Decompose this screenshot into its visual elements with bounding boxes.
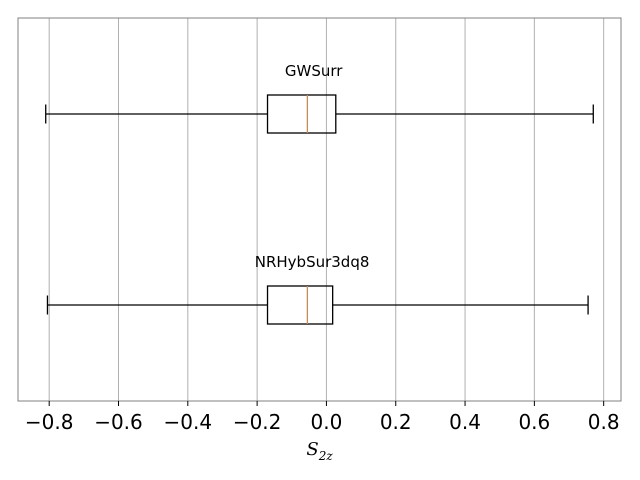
x-tick-label: −0.8 bbox=[25, 410, 74, 434]
x-axis-label-main: S bbox=[306, 439, 318, 460]
x-tick-label: 0.8 bbox=[588, 410, 620, 434]
box-label: GWSurr bbox=[285, 62, 343, 80]
x-tick-label: 0.4 bbox=[449, 410, 481, 434]
x-tick-label: −0.4 bbox=[164, 410, 213, 434]
grid-lines bbox=[48, 18, 605, 401]
x-axis-ticks: −0.8 −0.6 −0.4 −0.2 0.0 0.2 0.4 0.6 0.8 bbox=[25, 401, 620, 434]
x-tick-label: −0.6 bbox=[94, 410, 143, 434]
iqr-box bbox=[266, 285, 334, 325]
x-tick-label: 0.0 bbox=[311, 410, 343, 434]
x-tick-label: 0.6 bbox=[518, 410, 550, 434]
x-axis-label-subscript: 2z bbox=[318, 449, 334, 463]
box-label: NRHybSur3dq8 bbox=[255, 253, 370, 271]
plot-frame bbox=[17, 17, 622, 402]
box-group: GWSurr NRHybSur3dq8 bbox=[45, 62, 594, 325]
x-tick-label: −0.2 bbox=[233, 410, 282, 434]
x-axis-label: S2z bbox=[306, 439, 333, 463]
iqr-box bbox=[266, 94, 337, 134]
x-tick-label: 0.2 bbox=[380, 410, 412, 434]
